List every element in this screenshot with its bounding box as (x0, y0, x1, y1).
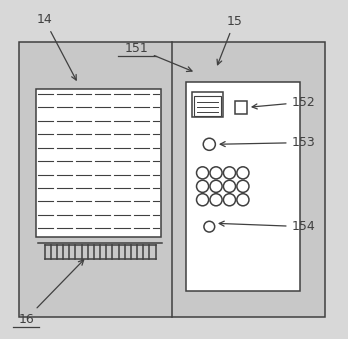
Text: 15: 15 (217, 15, 243, 65)
Text: 154: 154 (219, 220, 315, 233)
Bar (194, 96, 221, 116)
Bar (19, 42, 325, 317)
Text: 151: 151 (125, 42, 192, 72)
Text: 14: 14 (37, 13, 76, 80)
Text: 152: 152 (252, 96, 315, 109)
Bar (36, 89, 160, 237)
Text: 153: 153 (220, 136, 315, 149)
Bar (186, 82, 300, 291)
Text: 16: 16 (18, 260, 84, 326)
Bar (235, 101, 247, 114)
Bar (192, 92, 223, 117)
